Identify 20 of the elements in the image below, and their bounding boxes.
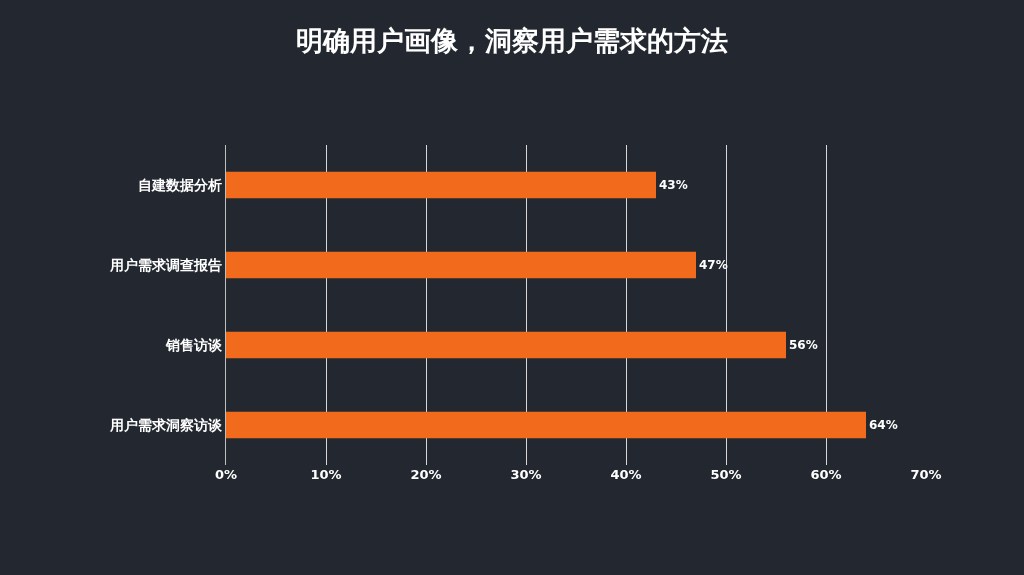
y-tick-label: 自建数据分析 [138, 176, 223, 193]
x-tick-label: 70% [910, 467, 942, 482]
x-tick-label: 60% [810, 467, 842, 482]
data-label: 64% [869, 418, 898, 432]
y-tick-label: 用户需求洞察访谈 [109, 416, 224, 433]
x-tick-label: 20% [410, 467, 442, 482]
x-tick-label: 30% [510, 467, 542, 482]
bar [226, 331, 786, 359]
chart-title: 明确用户画像，洞察用户需求的方法 [296, 24, 728, 56]
y-tick-label: 用户需求调查报告 [109, 256, 223, 273]
bar [226, 251, 696, 279]
data-label: 56% [789, 338, 818, 352]
x-tick-label: 40% [610, 467, 642, 482]
bar [226, 411, 866, 439]
x-tick-label: 0% [214, 467, 238, 482]
x-tick-label: 10% [310, 467, 342, 482]
data-label: 43% [659, 178, 688, 192]
x-tick-label: 50% [710, 467, 742, 482]
bar [226, 171, 656, 199]
y-tick-label: 销售访谈 [165, 336, 224, 353]
